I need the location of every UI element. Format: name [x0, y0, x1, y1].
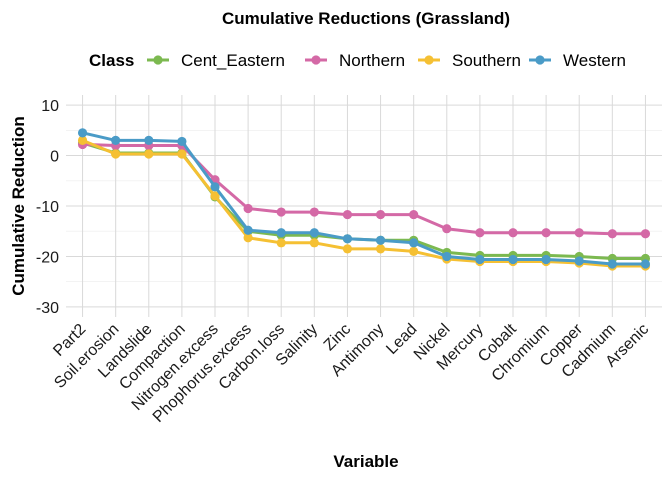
grid — [66, 95, 662, 317]
data-point — [607, 259, 617, 269]
y-tick-label: -10 — [36, 199, 59, 216]
data-point — [177, 149, 187, 159]
data-point — [541, 254, 551, 265]
data-point — [342, 234, 353, 244]
legend: Class Cent_Eastern Northern Southern Wester… — [89, 51, 626, 70]
legend-item: Southern — [418, 51, 521, 70]
data-point — [77, 128, 88, 138]
data-point — [574, 228, 584, 238]
data-point — [442, 251, 452, 262]
x-axis-title: Variable — [333, 452, 398, 471]
data-point — [640, 259, 651, 269]
data-point — [309, 207, 319, 217]
data-point — [276, 238, 286, 248]
data-point — [475, 254, 485, 265]
data-point — [276, 228, 286, 238]
data-point — [442, 224, 452, 234]
data-point — [342, 209, 353, 220]
data-point — [144, 149, 154, 159]
data-point — [210, 191, 220, 201]
series-northern — [77, 139, 651, 239]
data-point — [77, 135, 88, 146]
data-point — [309, 228, 319, 238]
series-layer — [77, 128, 651, 271]
legend-label: Western — [563, 51, 626, 70]
legend-key-point — [424, 55, 434, 65]
legend-key-point — [311, 55, 321, 65]
legend-label: Northern — [339, 51, 405, 70]
data-point — [640, 229, 651, 239]
y-tick-label: 0 — [50, 149, 59, 166]
series-cent-eastern — [77, 138, 651, 264]
data-point — [375, 235, 386, 245]
data-point — [541, 228, 551, 238]
data-point — [276, 207, 286, 217]
data-point — [409, 246, 419, 257]
y-axis-title: Cumulative Reduction — [9, 116, 28, 295]
data-point — [409, 209, 419, 220]
series-southern — [77, 135, 651, 271]
data-point — [375, 244, 386, 254]
data-point — [508, 228, 518, 238]
chart-title: Cumulative Reductions (Grassland) — [222, 9, 510, 28]
data-point — [375, 209, 386, 220]
legend-label: Southern — [452, 51, 521, 70]
series-line — [81, 138, 647, 268]
legend-item: Cent_Eastern — [147, 51, 285, 70]
data-point — [508, 254, 518, 265]
data-point — [475, 228, 485, 238]
y-axis: 10 0 -10 -20 -30 — [36, 98, 59, 317]
data-point — [574, 256, 584, 266]
series-line — [81, 131, 647, 266]
data-point — [210, 182, 220, 192]
data-point — [409, 238, 419, 248]
series-line — [81, 141, 647, 260]
legend-label: Cent_Eastern — [181, 51, 285, 70]
data-point — [243, 233, 253, 243]
data-point — [111, 149, 121, 159]
legend-key-point — [535, 55, 545, 65]
y-tick-label: -30 — [36, 300, 59, 317]
data-point — [309, 238, 319, 248]
data-point — [342, 244, 353, 254]
legend-item: Western — [529, 51, 626, 70]
legend-key-point — [153, 55, 163, 65]
series-line — [81, 142, 647, 236]
data-point — [243, 203, 253, 214]
y-tick-label: -20 — [36, 249, 59, 266]
data-point — [144, 135, 154, 146]
x-axis: Part2Soil.erosionLandslideCompactionNitr… — [50, 320, 652, 426]
legend-title: Class — [89, 51, 134, 70]
data-point — [243, 225, 253, 235]
y-tick-label: 10 — [41, 98, 59, 115]
data-point — [607, 229, 617, 239]
data-point — [177, 136, 187, 147]
series-western — [77, 128, 651, 269]
legend-item: Northern — [305, 51, 405, 70]
data-point — [111, 135, 121, 146]
